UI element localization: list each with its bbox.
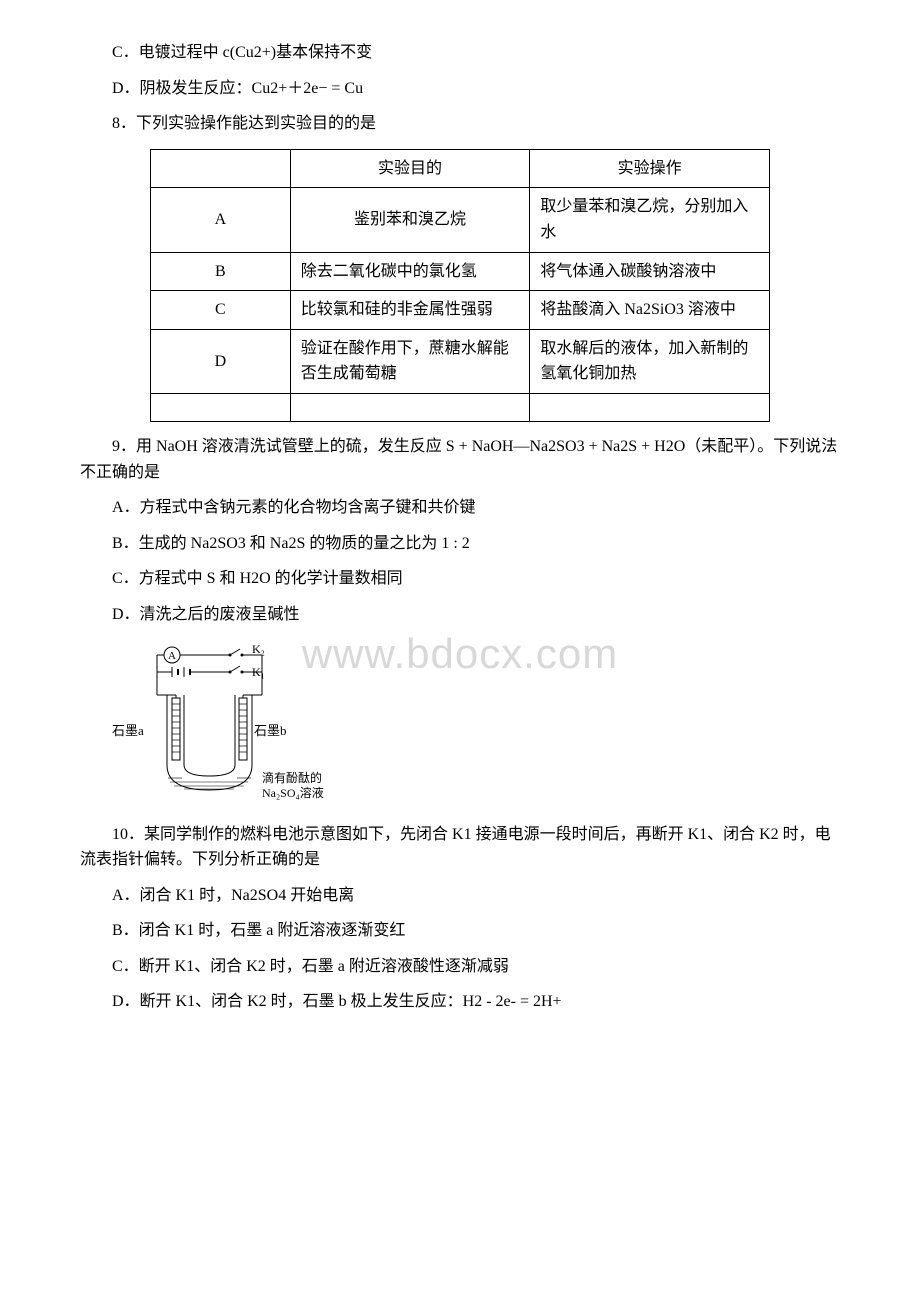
row-a-operation: 取少量苯和溴乙烷，分别加入水 xyxy=(530,188,770,252)
q9-stem: 9．用 NaOH 溶液清洗试管壁上的硫，发生反应 S + NaOH—Na2SO3… xyxy=(80,434,840,485)
table-row: B 除去二氧化碳中的氯化氢 将气体通入碳酸钠溶液中 xyxy=(151,252,770,291)
table-header-blank xyxy=(151,149,291,188)
q9-option-c: C．方程式中 S 和 H2O 的化学计量数相同 xyxy=(80,566,840,592)
q9-stem-text: 9．用 NaOH 溶液清洗试管壁上的硫，发生反应 S + NaOH—Na2SO3… xyxy=(80,438,837,481)
row-c-operation: 将盐酸滴入 Na2SiO3 溶液中 xyxy=(530,291,770,330)
table-row: D 验证在酸作用下，蔗糖水解能否生成葡萄糖 取水解后的液体，加入新制的氢氧化铜加… xyxy=(151,329,770,393)
row-a-label: A xyxy=(151,188,291,252)
electrode-a-label: 石墨a xyxy=(112,723,144,738)
page-content: C．电镀过程中 c(Cu2+)基本保持不变 D．阴极发生反应：Cu2+＋2e− … xyxy=(80,40,840,1015)
q10-option-d: D．断开 K1、闭合 K2 时，石墨 b 极上发生反应：H2 - 2e- = 2… xyxy=(80,989,840,1015)
row-d-operation: 取水解后的液体，加入新制的氢氧化铜加热 xyxy=(530,329,770,393)
q8-table-wrapper: 实验目的 实验操作 A 鉴别苯和溴乙烷 取少量苯和溴乙烷，分别加入水 B 除去二… xyxy=(80,149,840,422)
electrode-b-label: 石墨b xyxy=(254,723,287,738)
diagram-svg: A K₂ K₁ xyxy=(112,640,352,810)
row-b-operation: 将气体通入碳酸钠溶液中 xyxy=(530,252,770,291)
q10-option-b: B．闭合 K1 时，石墨 a 附近溶液逐渐变红 xyxy=(80,918,840,944)
q7-option-c: C．电镀过程中 c(Cu2+)基本保持不变 xyxy=(80,40,840,66)
q9-option-a: A．方程式中含钠元素的化合物均含离子键和共价键 xyxy=(80,495,840,521)
solution-label-1: 滴有酚酞的 xyxy=(262,770,322,785)
row-b-label: B xyxy=(151,252,291,291)
solution-label-2: Na₂SO₄溶液 xyxy=(262,785,324,800)
q10-stem: 10．某同学制作的燃料电池示意图如下，先闭合 K1 接通电源一段时间后，再断开 … xyxy=(80,822,840,873)
table-header-row: 实验目的 实验操作 xyxy=(151,149,770,188)
fuel-cell-diagram: A K₂ K₁ xyxy=(112,640,840,810)
q7-option-d: D．阴极发生反应：Cu2+＋2e− = Cu xyxy=(80,76,840,102)
row-d-label: D xyxy=(151,329,291,393)
table-header-purpose: 实验目的 xyxy=(290,149,530,188)
table-row: C 比较氯和硅的非金属性强弱 将盐酸滴入 Na2SiO3 溶液中 xyxy=(151,291,770,330)
table-empty-row xyxy=(151,393,770,421)
ammeter-label: A xyxy=(168,650,176,662)
q10-option-a: A．闭合 K1 时，Na2SO4 开始电离 xyxy=(80,883,840,909)
q10-option-c: C．断开 K1、闭合 K2 时，石墨 a 附近溶液酸性逐渐减弱 xyxy=(80,954,840,980)
table-row: A 鉴别苯和溴乙烷 取少量苯和溴乙烷，分别加入水 xyxy=(151,188,770,252)
q9-option-d: D．清洗之后的废液呈碱性 xyxy=(80,602,840,628)
row-c-purpose: 比较氯和硅的非金属性强弱 xyxy=(290,291,530,330)
row-d-purpose: 验证在酸作用下，蔗糖水解能否生成葡萄糖 xyxy=(290,329,530,393)
k2-label: K₂ xyxy=(252,642,265,656)
row-b-purpose: 除去二氧化碳中的氯化氢 xyxy=(290,252,530,291)
q9-option-b: B．生成的 Na2SO3 和 Na2S 的物质的量之比为 1 : 2 xyxy=(80,531,840,557)
q8-table: 实验目的 实验操作 A 鉴别苯和溴乙烷 取少量苯和溴乙烷，分别加入水 B 除去二… xyxy=(150,149,770,422)
q8-stem: 8．下列实验操作能达到实验目的的是 xyxy=(80,111,840,137)
table-header-operation: 实验操作 xyxy=(530,149,770,188)
row-c-label: C xyxy=(151,291,291,330)
row-a-purpose: 鉴别苯和溴乙烷 xyxy=(290,188,530,252)
q10-stem-text: 10．某同学制作的燃料电池示意图如下，先闭合 K1 接通电源一段时间后，再断开 … xyxy=(80,826,831,869)
